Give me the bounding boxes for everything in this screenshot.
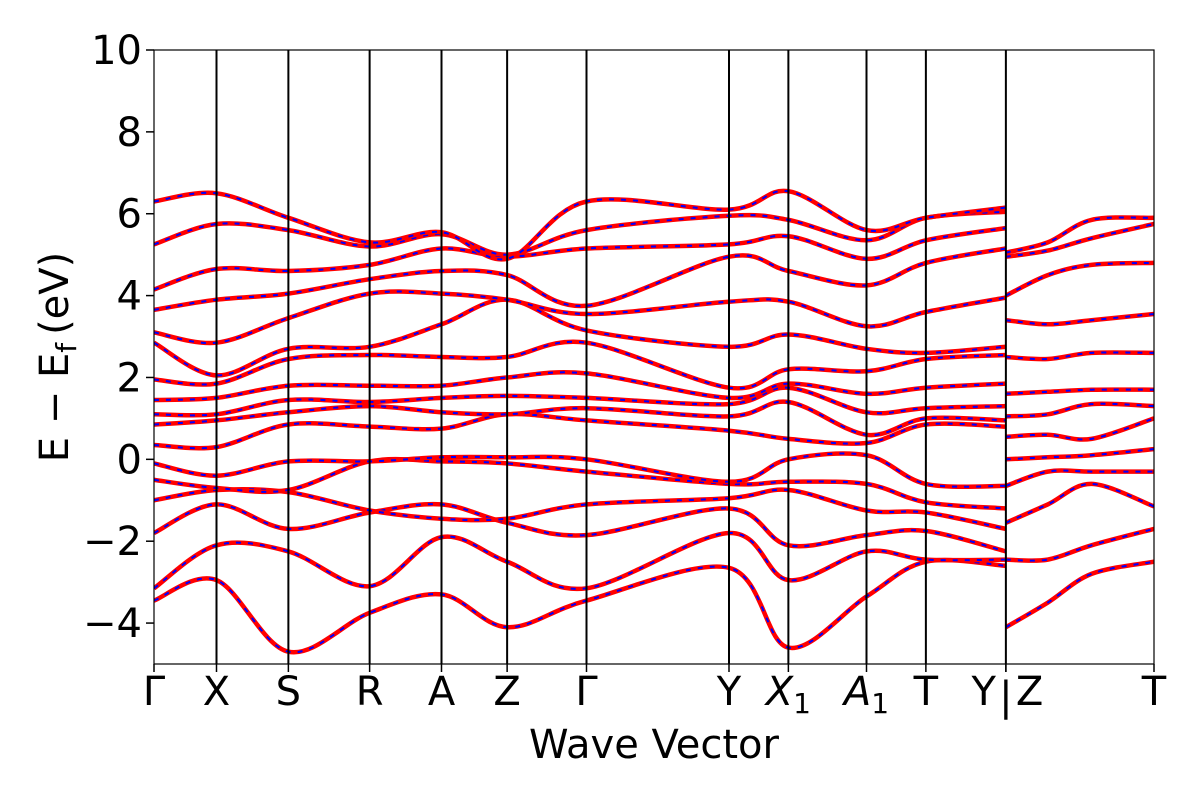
- x-tick-label: Y: [716, 669, 742, 715]
- band-line-model-s0-b11: [154, 298, 1006, 377]
- y-axis-label-main: E − E: [32, 353, 78, 463]
- band-line-model-s1-b0: [1005, 560, 1154, 629]
- band-line-model-s0-b1: [154, 531, 1006, 590]
- band-line-model-s0-b12: [154, 290, 1007, 345]
- x-tick-label: A: [428, 669, 456, 715]
- x-tick-label: Z: [493, 669, 520, 715]
- band-line-dft-s1-b10: [1004, 260, 1154, 298]
- x-tick-label-subscript: 1: [871, 687, 889, 720]
- bands-layer: [154, 188, 1154, 655]
- x-tick-label: Γ: [575, 669, 598, 715]
- band-line-model-s1-b3: [1005, 469, 1154, 487]
- y-tick-label: 8: [117, 110, 142, 156]
- band-line-dft-s0-b12: [154, 289, 1007, 346]
- x-tick-label-text: A: [428, 669, 456, 715]
- band-line-model-s1-b7: [1005, 388, 1154, 395]
- band-line-dft-s0-b3: [154, 486, 1007, 532]
- band-line-dft-s0-b1: [154, 530, 1006, 592]
- band-line-model-s1-b4: [1005, 448, 1154, 461]
- x-tick-label-text: Y: [970, 669, 996, 715]
- x-tick-label-text: A: [841, 669, 871, 715]
- band-line-dft-s1-b4: [1005, 446, 1154, 462]
- x-tick-label: S: [276, 669, 301, 715]
- band-line-dft-s0-b4: [154, 456, 1007, 511]
- y-axis-ticks: −4 −2 0 2 4 6 8 10: [83, 28, 154, 647]
- band-line-dft-s1-b12: [1005, 215, 1154, 255]
- band-line-model-s0-b15: [154, 210, 1006, 256]
- x-tick-label-subscript: 1: [793, 687, 811, 720]
- band-line-dft-s1-b2: [1004, 481, 1154, 525]
- y-tick-label: −4: [83, 601, 142, 647]
- x-tick-label-text: Γ: [143, 669, 166, 715]
- y-tick-label: 2: [117, 355, 142, 401]
- x-tick-label: X: [203, 669, 230, 715]
- x-tick-label-text: Z: [493, 669, 520, 715]
- band-line-dft-s0-b0: [154, 557, 1007, 655]
- x-tick-label: Z: [1016, 669, 1043, 715]
- y-axis-label: E − Ef (eV): [32, 252, 83, 463]
- x-tick-label: A1: [841, 669, 889, 720]
- band-line-model-s1-b9: [1005, 313, 1154, 326]
- x-tick-label-text: X: [764, 669, 795, 715]
- band-line-dft-s1-b1: [1005, 526, 1154, 563]
- y-tick-label: 0: [117, 437, 142, 483]
- x-tick-label-text: X: [203, 669, 230, 715]
- x-tick-label: X1: [764, 669, 811, 720]
- band-line-model-s0-b4: [154, 458, 1006, 510]
- band-line-dft-s1-b5: [1005, 416, 1154, 442]
- x-tick-label-text: Γ: [575, 669, 598, 715]
- band-line-dft-s1-b9: [1005, 311, 1154, 327]
- high-symmetry-lines: [215, 50, 1007, 664]
- y-tick-label: 6: [117, 192, 142, 238]
- y-tick-label: 10: [91, 28, 142, 74]
- x-tick-label: R: [356, 669, 384, 715]
- band-line-model-s0-b14: [154, 227, 1007, 291]
- x-tick-label: Y: [970, 669, 996, 715]
- x-tick-label-text: R: [356, 669, 384, 715]
- x-break-separator: |: [999, 674, 1012, 720]
- x-tick-label-text: T: [913, 669, 939, 715]
- x-axis-ticks: Γ X S R A Z Γ Y X1 A1 T Y Z T|: [143, 664, 1167, 720]
- band-line-dft-s1-b0: [1004, 559, 1154, 630]
- band-line-model-s0-b6: [154, 413, 1006, 450]
- band-line-model-s1-b2: [1005, 482, 1154, 524]
- band-line-dft-s1-b11: [1005, 221, 1154, 259]
- band-line-model-s1-b8: [1005, 351, 1154, 361]
- band-line-model-s0-b3: [154, 488, 1007, 530]
- x-tick-label: T: [913, 669, 939, 715]
- plot-frame: [153, 49, 1155, 665]
- band-line-model-s0-b0: [154, 559, 1006, 654]
- y-axis-label-sub: f: [50, 342, 83, 353]
- y-axis-label-unit: (eV): [32, 252, 78, 335]
- x-tick-label-text: Z: [1016, 669, 1043, 715]
- y-tick-label: −2: [83, 519, 142, 565]
- x-tick-label-text: S: [276, 669, 301, 715]
- band-line-dft-s0-b11: [154, 297, 1007, 378]
- x-tick-label: Γ: [143, 669, 166, 715]
- x-tick-label-text: T: [1141, 669, 1167, 715]
- y-tick-label: 4: [117, 274, 142, 320]
- band-line-model-s1-b6: [1005, 402, 1154, 418]
- x-tick-label-text: Y: [716, 669, 742, 715]
- band-line-model-s1-b5: [1005, 417, 1154, 441]
- x-tick-label: T: [1141, 669, 1167, 715]
- x-axis-label: Wave Vector: [529, 722, 780, 768]
